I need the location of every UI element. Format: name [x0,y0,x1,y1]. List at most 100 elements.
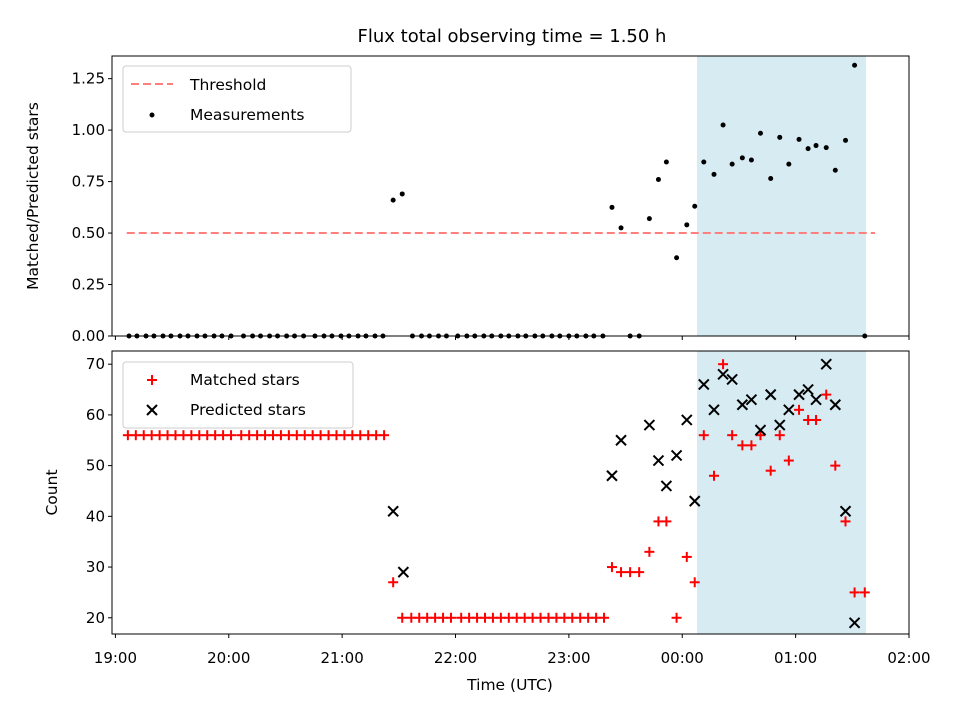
predicted-star-point [745,393,758,406]
matched-star-point [599,612,610,623]
bottom-legend: Matched stars Predicted stars [122,361,354,429]
measurement-point [618,225,624,231]
measurement-point [739,155,745,161]
matched-star-point [746,440,757,451]
predicted-star-point [754,424,767,436]
predicted-star-point [397,566,410,578]
predicted-star-point [660,480,673,492]
matched-star-point [765,465,776,476]
matched-star-point [606,562,617,573]
x-axis-label: Time (UTC) [466,676,553,694]
matched-star-point [830,460,841,471]
matched-star-point [727,430,738,441]
matched-star-point [388,577,399,588]
predicted-star-point [802,383,814,396]
x-tick-label: 19:00 [94,649,137,667]
observing-window-shade [696,56,866,336]
matched-star-point [811,414,822,425]
measurement-point [399,191,405,197]
x-tick-label: 01:00 [774,649,817,667]
matched-star-point [698,430,709,441]
measurement-point [729,161,735,167]
measurement-point [843,137,849,143]
x-tick-label: 21:00 [321,649,364,667]
matched-star-point [625,567,636,578]
matched-star-point [849,587,860,598]
predicted-star-point [643,419,656,431]
measurement-point [757,130,763,136]
measurement-point [609,204,615,210]
x-tick-label: 00:00 [661,649,704,667]
bottom-plot-frame [111,350,910,635]
measurement-point [655,177,661,183]
predicted-star-point [708,404,720,416]
predicted-star-point [615,434,627,446]
matched-star-point [859,587,870,598]
predicted-star-point [736,399,749,411]
measurement-point [796,136,802,142]
ratio-panel: 0.00 0.25 0.50 0.75 1.00 1.25 Matched/Predict… [24,55,910,345]
measurement-point [646,216,652,222]
matched-star-point [634,567,645,578]
measurement-point [663,159,669,165]
matched-legend-swatch [147,375,157,385]
matched-star-point [616,567,627,578]
measurement-point [777,134,783,140]
matched-star-point [783,455,794,466]
top-legend: Threshold Measurements [122,65,352,133]
predicted-star-point [839,505,852,517]
bottom-y-tick-label: 30 [86,558,105,576]
threshold-legend-label: Threshold [189,76,266,94]
matched-star-point [644,546,655,557]
matched-star-point [689,577,700,588]
matched-star-point [661,516,672,527]
predicted-star-point [698,378,710,391]
measurement-point [701,159,707,165]
x-tick-label: 23:00 [547,649,590,667]
matched-star-point [774,430,785,441]
bottom-legend-box [122,361,354,429]
measurement-point [805,146,811,152]
matched-star-point [737,440,748,451]
bottom-y-tick-label: 20 [86,609,105,627]
top-plot-frame [111,55,910,337]
matched-legend-marker [147,375,157,385]
measurements-legend-swatch [149,112,155,118]
measurement-point [390,197,396,203]
predicted-star-point [820,358,832,370]
matched-star-point [671,612,682,623]
chart-title: Flux total observing time = 1.50 h [358,26,667,47]
top-y-axis-label: Matched/Predicted stars [24,102,42,290]
predicted-star-point [829,399,842,411]
top-legend-box [122,65,352,133]
bottom-y-tick-label: 70 [86,355,105,373]
predicted-legend-label: Predicted stars [190,401,306,419]
bottom-axis-ticks: 20 30 40 50 60 70 19:00 20:00 21:00 22:00 23:00 00:… [86,355,931,667]
bottom-y-tick-label: 50 [86,457,105,475]
predicted-star-point [717,368,729,381]
measurement-point [674,255,680,261]
predicted-star-point [848,617,861,629]
top-y-tick-label: 0.50 [72,224,105,242]
predicted-stars-points [387,358,861,629]
matched-legend-label: Matched stars [190,371,300,389]
predicted-star-point [726,373,738,386]
predicted-star-point [681,414,693,426]
matched-star-point [794,404,805,415]
predicted-star-point [793,388,805,401]
matched-star-point [445,612,456,623]
top-axis-ticks: 0.00 0.25 0.50 0.75 1.00 1.25 [72,70,910,345]
matched-star-point [226,430,237,441]
predicted-star-point [670,449,683,462]
predicted-star-point [810,393,822,406]
top-y-tick-label: 0.75 [72,173,105,191]
matched-star-point [840,516,851,527]
measurement-point [748,157,754,163]
matched-stars-points [122,359,870,623]
bottom-y-tick-label: 60 [86,406,105,424]
top-y-tick-label: 0.00 [72,327,105,345]
matched-star-point [397,612,408,623]
top-y-tick-label: 1.00 [72,121,105,139]
measurement-point [711,171,717,177]
